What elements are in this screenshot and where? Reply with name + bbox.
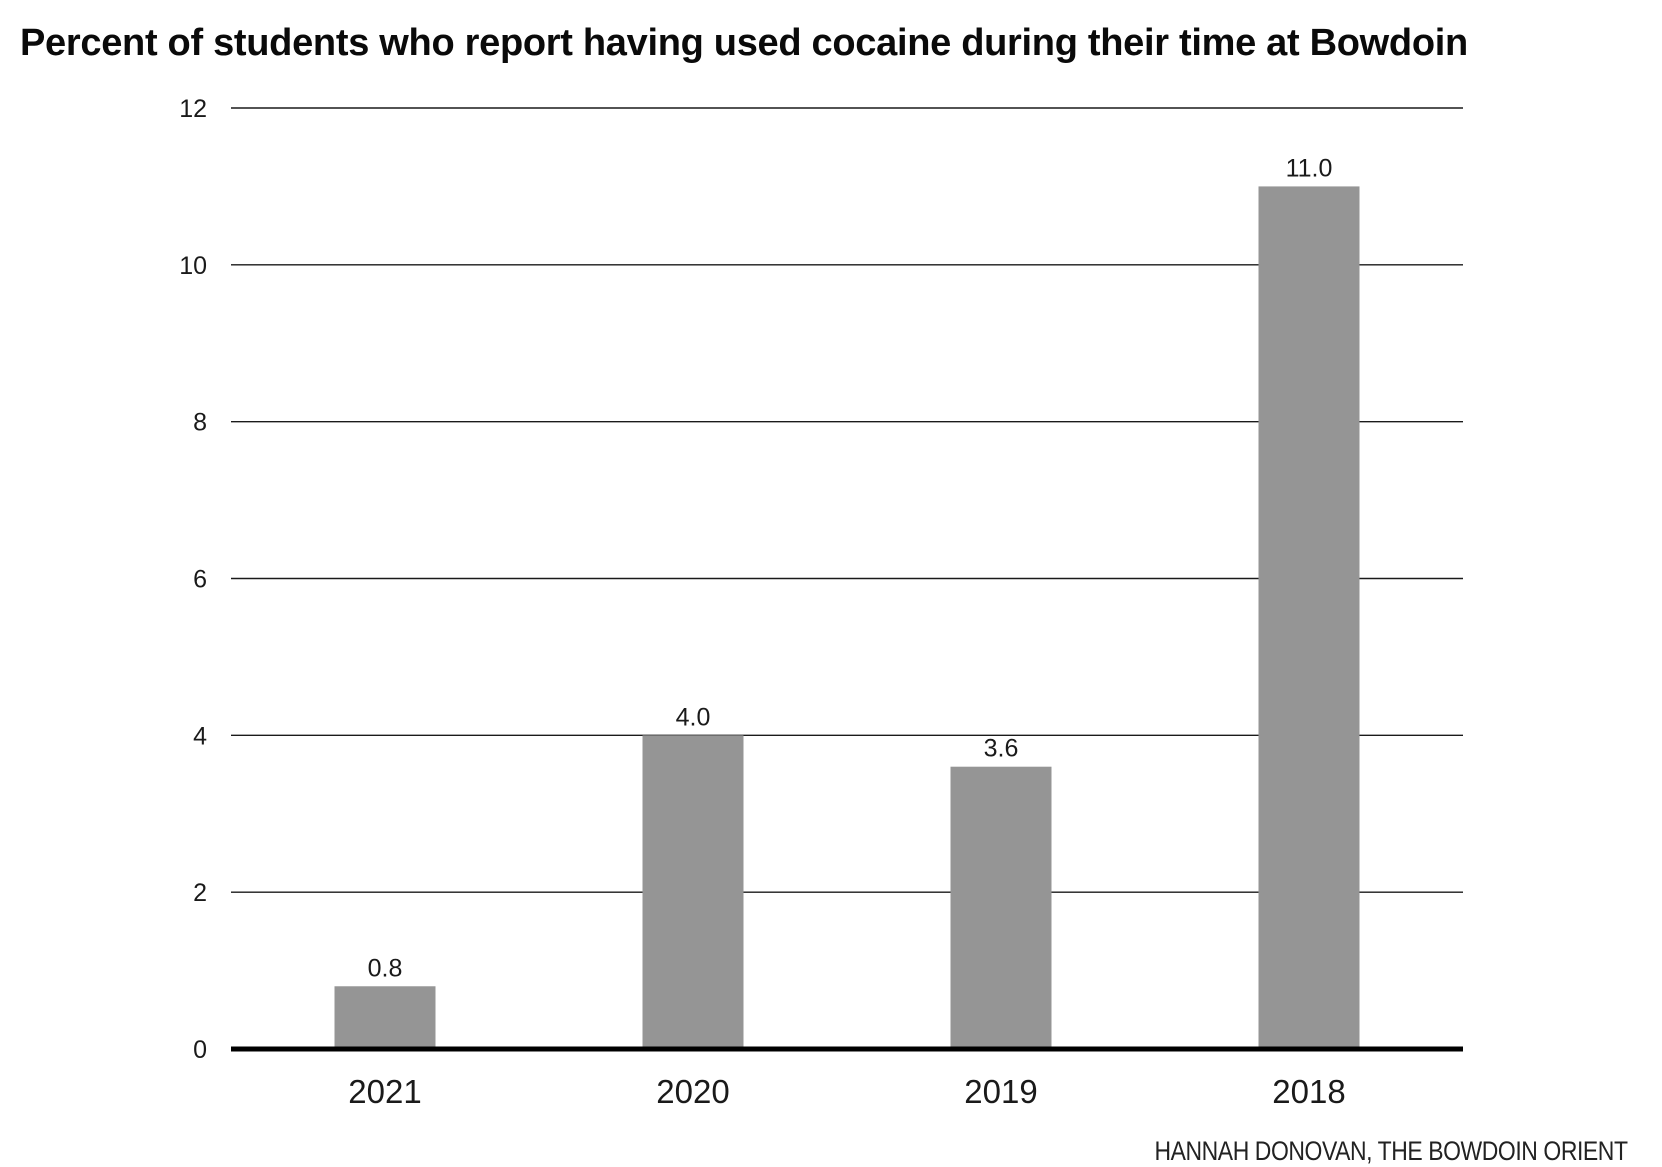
bars <box>334 186 1360 1049</box>
x-tick-label: 2020 <box>656 1073 729 1110</box>
chart-title: Percent of students who report having us… <box>20 22 1468 64</box>
bar-2021 <box>334 986 436 1049</box>
y-tick-label: 8 <box>193 409 207 437</box>
gridlines <box>231 107 1463 893</box>
credit-line: HANNAH DONOVAN, THE BOWDOIN ORIENT <box>1154 1136 1628 1166</box>
bar-2019 <box>950 766 1052 1049</box>
y-tick-label: 0 <box>193 1036 207 1064</box>
y-tick-label: 12 <box>179 95 207 123</box>
data-label: 11.0 <box>1286 154 1333 182</box>
data-label: 3.6 <box>984 735 1019 763</box>
bar-2018 <box>1258 186 1360 1049</box>
y-axis-ticks: 0 2 4 6 8 10 12 <box>179 95 207 1064</box>
x-axis-ticks: 2021 2020 2019 2018 <box>348 1073 1345 1110</box>
data-label: 4.0 <box>676 703 711 731</box>
data-label: 0.8 <box>368 954 403 982</box>
y-tick-label: 6 <box>193 566 207 594</box>
y-tick-label: 2 <box>193 879 207 907</box>
y-tick-label: 10 <box>179 252 207 280</box>
x-tick-label: 2018 <box>1272 1073 1345 1110</box>
x-tick-label: 2019 <box>964 1073 1037 1110</box>
y-tick-label: 4 <box>193 722 207 750</box>
bar-2020 <box>642 735 744 1049</box>
x-tick-label: 2021 <box>348 1073 421 1110</box>
data-labels: 0.8 4.0 3.6 11.0 <box>368 154 1333 982</box>
